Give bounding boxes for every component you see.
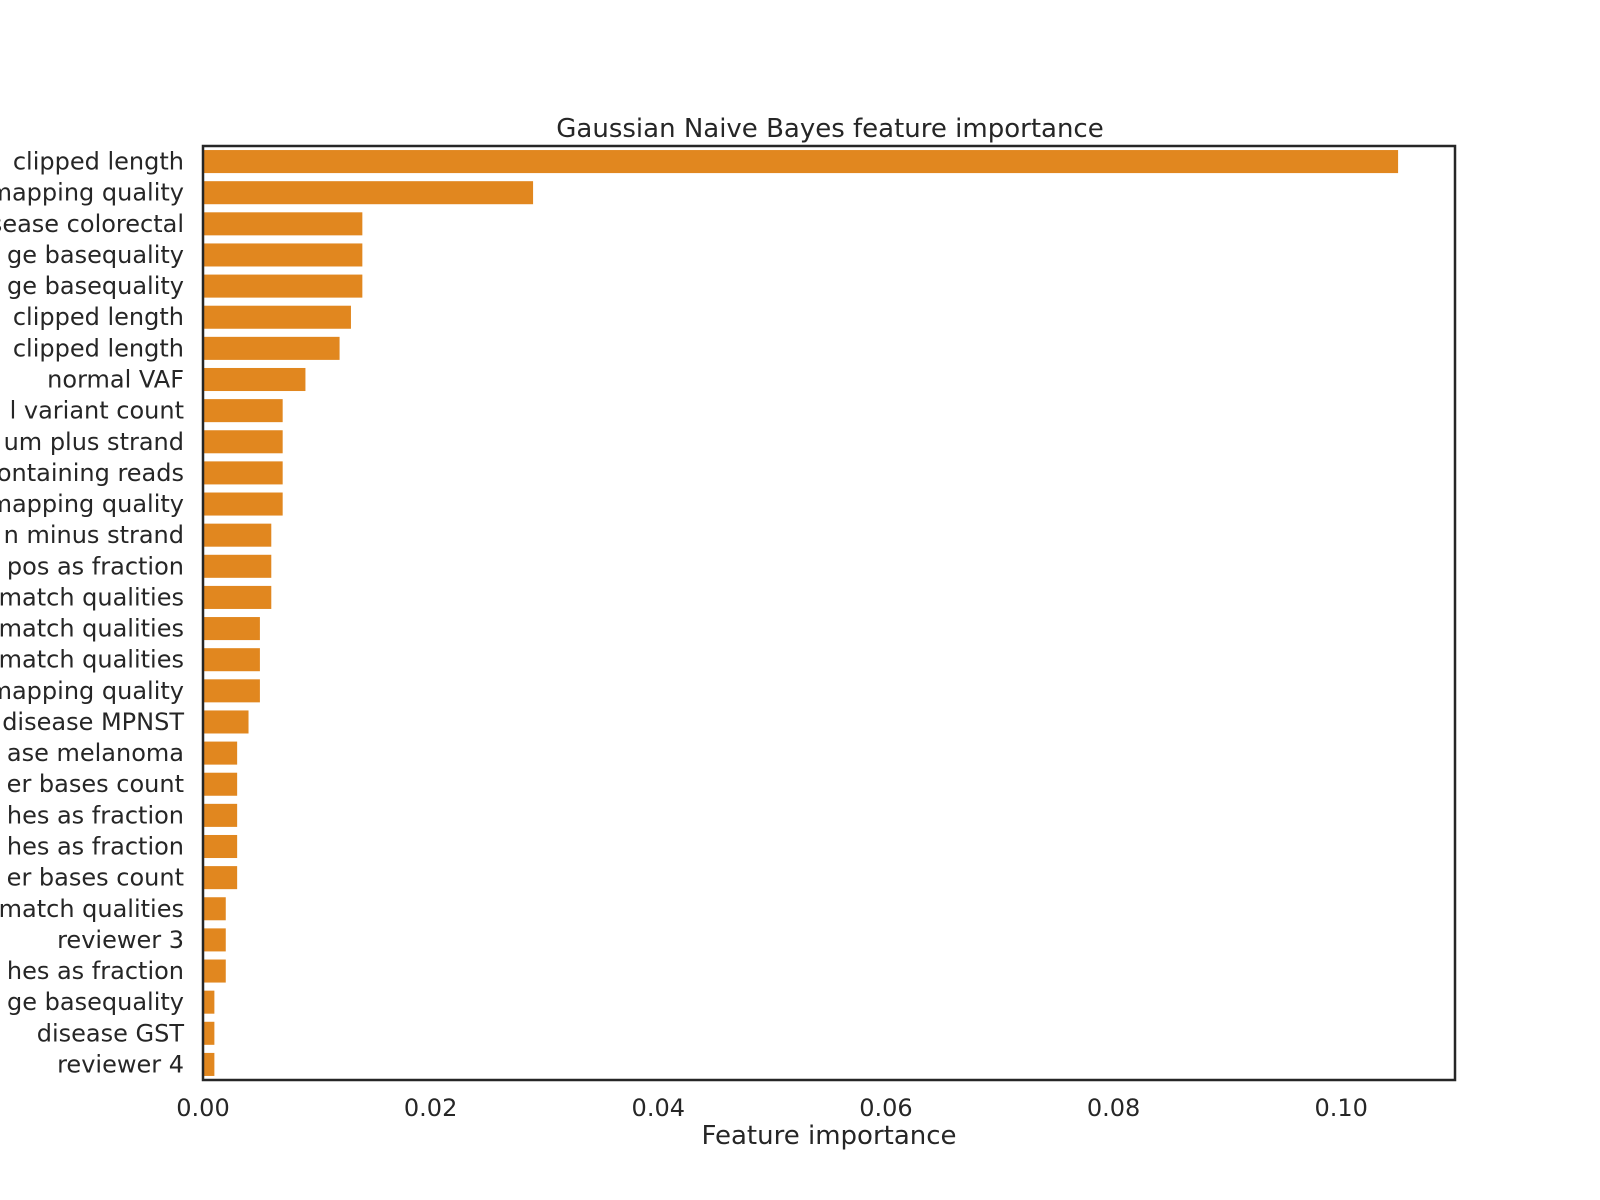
category-label: mapping quality <box>0 677 184 705</box>
x-axis-ticks: 0.00 0.02 0.04 0.06 0.08 0.10 <box>176 1094 1368 1122</box>
bar <box>203 741 238 765</box>
category-label: ge basequality <box>7 988 184 1016</box>
bar <box>203 430 283 454</box>
bar <box>203 1021 215 1045</box>
category-label: pos as fraction <box>7 552 184 580</box>
bar <box>203 772 238 796</box>
bar <box>203 399 283 423</box>
category-label: match qualities <box>0 615 184 643</box>
bar <box>203 181 534 205</box>
category-label: reviewer 3 <box>57 926 184 954</box>
bar <box>203 679 260 703</box>
bars-layer <box>203 150 1399 1076</box>
category-label: clipped length <box>13 303 184 331</box>
bar <box>203 648 260 672</box>
category-label: match qualities <box>0 646 184 674</box>
bar <box>203 492 283 516</box>
x-tick-label: 0.10 <box>1314 1094 1367 1122</box>
x-axis-title: Feature importance <box>701 1121 956 1151</box>
category-label: l variant count <box>10 397 184 425</box>
bar <box>203 554 272 578</box>
category-label: disease MPNST <box>2 708 184 736</box>
category-label: clipped length <box>13 148 184 176</box>
category-label: mapping quality <box>0 490 184 518</box>
category-label: clipped length <box>13 334 184 362</box>
x-tick-label: 0.00 <box>176 1094 229 1122</box>
category-label: match qualities <box>0 583 184 611</box>
category-label: disease colorectal <box>0 210 184 238</box>
category-label: ge basequality <box>7 241 184 269</box>
bar <box>203 212 363 236</box>
category-labels: clipped length mapping quality disease col… <box>0 148 184 1079</box>
bar <box>203 585 272 609</box>
category-label: hes as fraction <box>7 833 184 861</box>
bar <box>203 305 351 329</box>
bar <box>203 461 283 485</box>
bar <box>203 243 363 267</box>
x-tick-label: 0.08 <box>1087 1094 1140 1122</box>
x-tick-label: 0.02 <box>404 1094 457 1122</box>
bar <box>203 1052 215 1076</box>
bar <box>203 803 238 827</box>
plot-frame <box>201 144 1457 1082</box>
bar <box>203 897 226 921</box>
bar <box>203 959 226 983</box>
bar <box>203 523 272 547</box>
category-label: match qualities <box>0 895 184 923</box>
x-tick-label: 0.04 <box>632 1094 685 1122</box>
category-label: ontaining reads <box>0 459 184 487</box>
chart-title: Gaussian Naive Bayes feature importance <box>556 114 1103 144</box>
bar <box>203 990 215 1014</box>
category-label: um plus strand <box>4 428 184 456</box>
bar <box>203 710 249 734</box>
bar <box>203 928 226 952</box>
category-label: normal VAF <box>47 366 184 394</box>
category-label: ge basequality <box>7 272 184 300</box>
bar <box>203 336 340 360</box>
category-label: mapping quality <box>0 179 184 207</box>
category-label: hes as fraction <box>7 957 184 985</box>
category-label: ase melanoma <box>7 739 184 767</box>
bar <box>203 367 306 392</box>
bar <box>203 274 363 298</box>
bar <box>203 866 238 890</box>
category-label: er bases count <box>7 864 184 892</box>
bar <box>203 150 1399 174</box>
bar <box>203 834 238 859</box>
category-label: reviewer 4 <box>57 1050 184 1078</box>
category-label: n minus strand <box>4 521 184 549</box>
bar <box>203 617 260 641</box>
category-label: hes as fraction <box>7 801 184 829</box>
category-label: er bases count <box>7 770 184 798</box>
x-tick-label: 0.06 <box>859 1094 912 1122</box>
category-label: disease GST <box>37 1019 185 1047</box>
